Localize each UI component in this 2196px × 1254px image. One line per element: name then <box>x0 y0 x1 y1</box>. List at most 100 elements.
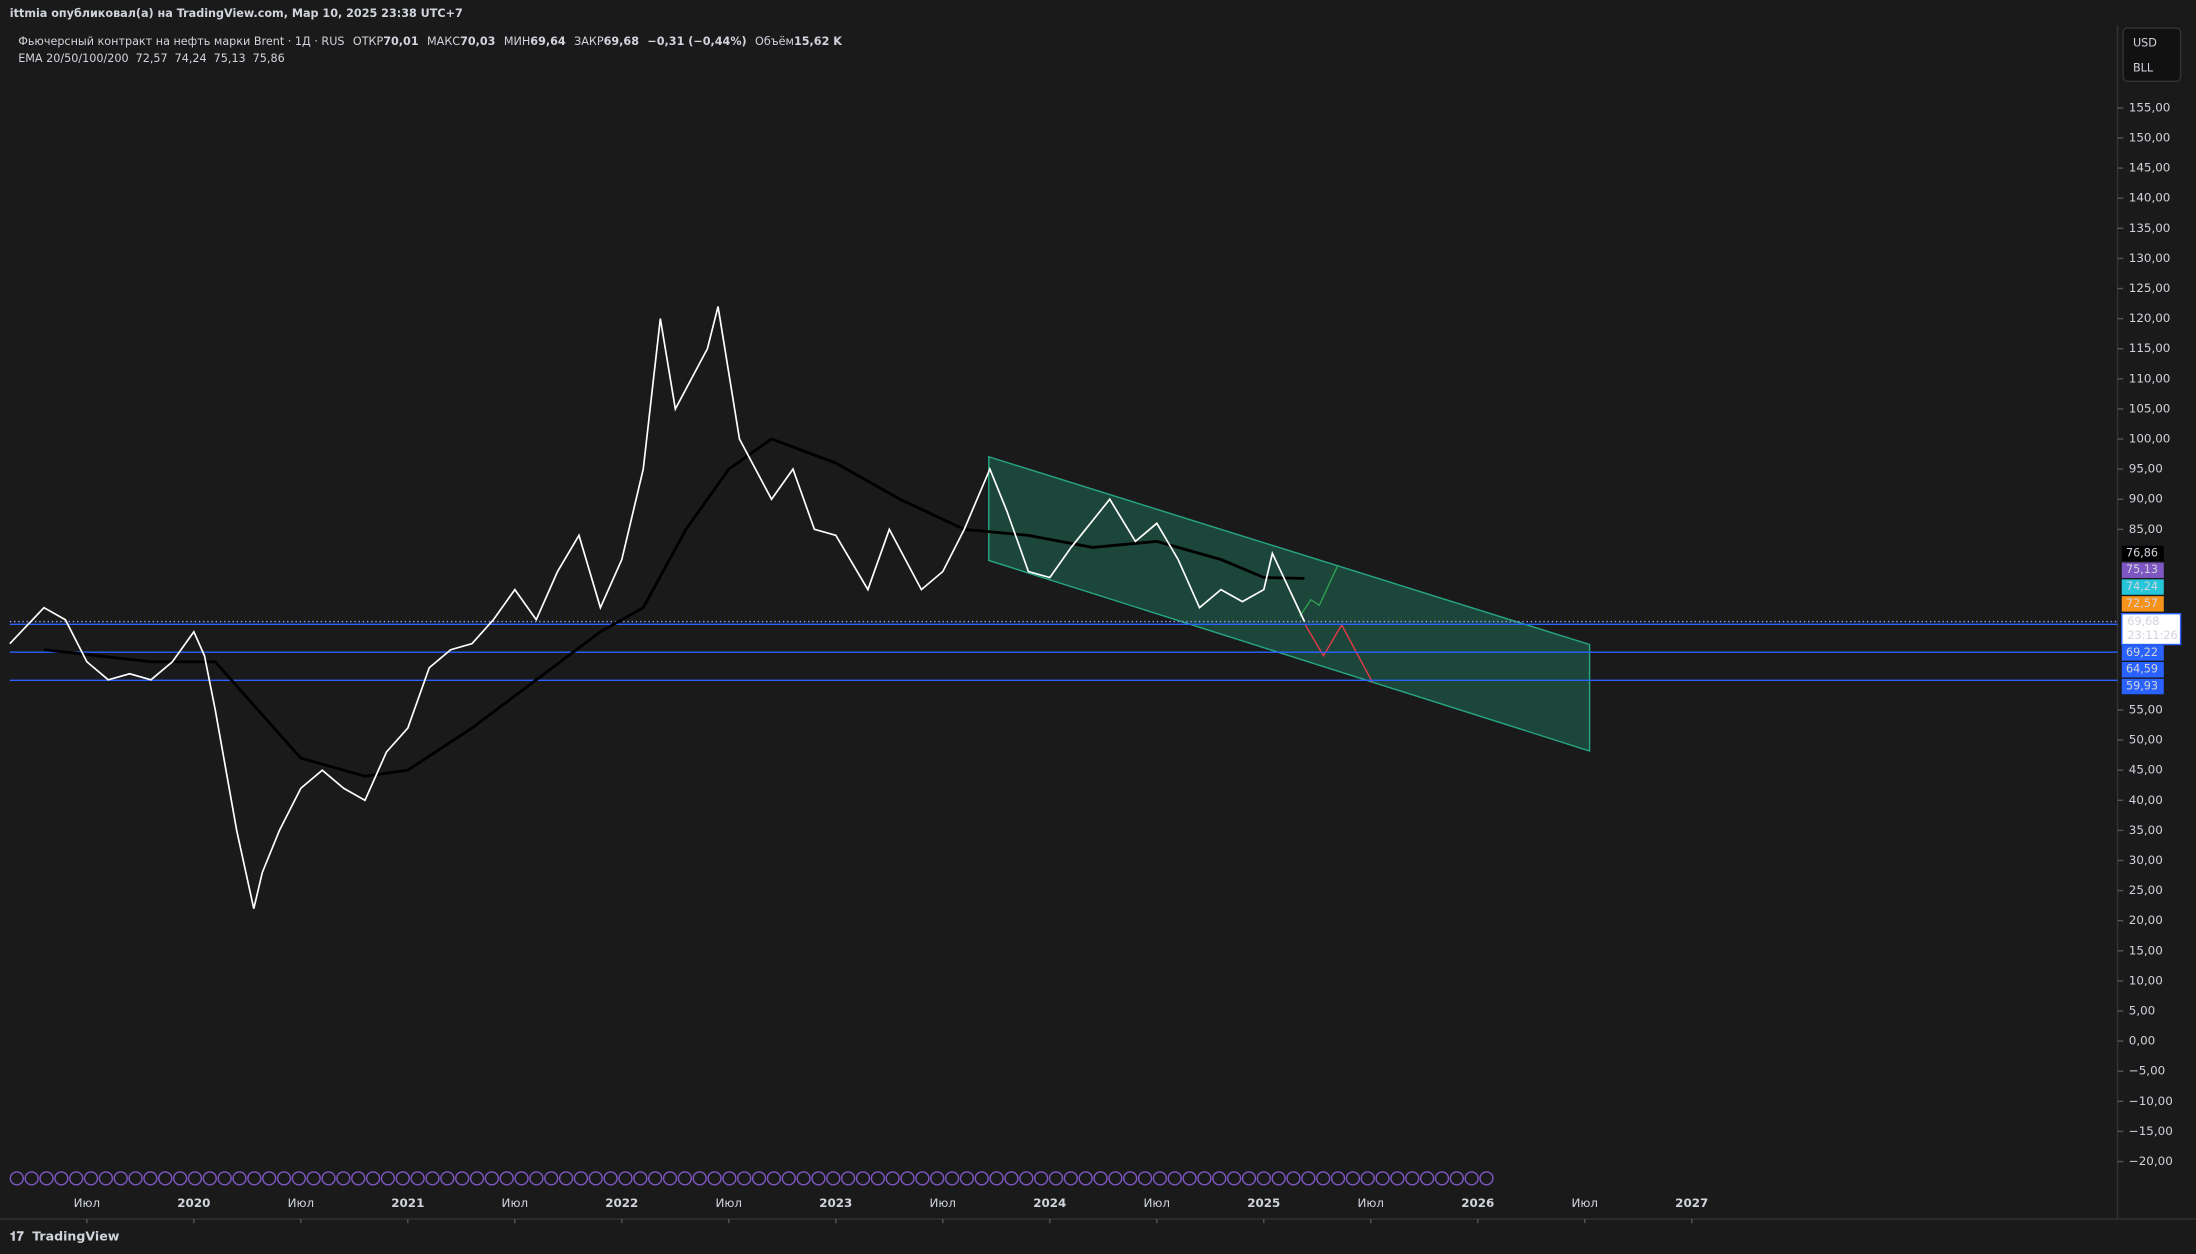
event-icon <box>1078 1171 1093 1186</box>
y-tick-label: −5,00 <box>2129 1064 2165 1078</box>
event-icon <box>440 1171 455 1186</box>
event-icon <box>9 1171 24 1186</box>
x-tick-label: Июл <box>502 1196 529 1210</box>
y-tick-label: 145,00 <box>2129 161 2171 175</box>
event-icon <box>870 1171 885 1186</box>
event-icon <box>484 1171 500 1186</box>
footer: TradingView <box>32 1229 120 1244</box>
x-tick-label: Июл <box>930 1196 957 1210</box>
event-icon <box>1360 1171 1375 1186</box>
event-icon <box>514 1171 529 1186</box>
level-label: 69,22 <box>2126 646 2158 659</box>
scale-badge-label: 74,24 <box>2126 580 2158 593</box>
x-tick-label: Июл <box>1144 1196 1171 1210</box>
event-icon <box>1063 1171 1078 1186</box>
event-icon <box>692 1171 707 1186</box>
scale-badge <box>2121 562 2164 578</box>
ohlc-label: МИН <box>504 35 530 48</box>
event-icon <box>930 1171 945 1186</box>
event-icon <box>1108 1171 1123 1186</box>
down-arrow[interactable] <box>1304 623 1374 683</box>
event-icon <box>1256 1171 1271 1186</box>
x-tick-label: 2023 <box>819 1196 852 1210</box>
event-icon <box>1464 1171 1479 1186</box>
ohlc-label: ЗАКР <box>574 35 604 48</box>
x-tick-label: 2021 <box>391 1196 424 1210</box>
event-icon <box>974 1171 989 1186</box>
event-icon <box>811 1171 826 1186</box>
scale-badge <box>2121 545 2164 562</box>
y-tick-label: 90,00 <box>2129 492 2163 506</box>
y-tick-label: 35,00 <box>2129 823 2163 837</box>
indicator: EMA 20/50/100/200 <box>18 52 128 65</box>
y-tick-label: 105,00 <box>2129 401 2171 415</box>
y-tick-label: 10,00 <box>2129 973 2163 987</box>
event-icon <box>989 1171 1004 1186</box>
y-tick-label: 155,00 <box>2129 100 2171 114</box>
event-icon <box>677 1171 692 1186</box>
publisher: ittmia опубликовал(а) на TradingView.com… <box>10 7 463 20</box>
level-label: 59,93 <box>2126 680 2158 693</box>
event-icon <box>1093 1171 1108 1186</box>
y-tick-label: 40,00 <box>2129 793 2163 807</box>
y-tick-label: 125,00 <box>2129 281 2171 295</box>
y-tick-label: −15,00 <box>2129 1124 2173 1138</box>
event-icon <box>826 1171 841 1186</box>
event-icon <box>959 1171 975 1186</box>
scale-badge-label: 76,86 <box>2126 546 2158 559</box>
y-tick-label: 135,00 <box>2129 221 2171 235</box>
event-icon <box>1226 1171 1242 1186</box>
volume: 15,62 K <box>794 35 843 48</box>
x-tick-label: 2024 <box>1033 1196 1066 1210</box>
x-tick-label: 2020 <box>177 1196 210 1210</box>
event-icon <box>722 1171 737 1186</box>
event-icon <box>529 1171 544 1186</box>
event-icon <box>395 1171 410 1186</box>
event-icon <box>113 1171 128 1186</box>
event-icon <box>232 1171 247 1186</box>
event-icon <box>98 1171 114 1186</box>
indicator-value: 72,57 <box>136 52 168 65</box>
y-tick-label: 130,00 <box>2129 251 2171 265</box>
x-tick-label: Июл <box>716 1196 743 1210</box>
x-tick-label: 2026 <box>1461 1196 1494 1210</box>
event-icon <box>781 1171 796 1186</box>
event-icon <box>217 1171 232 1186</box>
event-icon <box>336 1171 351 1186</box>
event-icon <box>1241 1171 1257 1186</box>
y-tick-label: 45,00 <box>2129 763 2163 777</box>
event-icon <box>262 1171 277 1186</box>
event-icon <box>1271 1171 1286 1186</box>
y-tick-label: 0,00 <box>2129 1034 2155 1048</box>
y-tick-label: 85,00 <box>2129 522 2163 536</box>
x-tick-label: 2027 <box>1675 1196 1708 1210</box>
event-icon <box>915 1171 930 1186</box>
event-icon <box>766 1171 782 1186</box>
event-icon <box>1167 1171 1182 1186</box>
event-icon <box>69 1171 84 1186</box>
event-icon <box>1048 1171 1064 1186</box>
ohlc-value: 70,01 <box>383 35 419 48</box>
event-icon <box>172 1171 188 1186</box>
event-icon <box>291 1171 307 1186</box>
currency-box[interactable] <box>2122 27 2182 82</box>
up-arrow[interactable] <box>1299 565 1339 617</box>
event-icon <box>83 1171 99 1186</box>
event-icon <box>1449 1171 1464 1186</box>
ohlc-label: ОТКР <box>353 35 384 48</box>
x-tick-label: Июл <box>1571 1196 1598 1210</box>
channel[interactable] <box>988 455 1591 752</box>
event-icon <box>1212 1171 1227 1186</box>
y-tick-label: 5,00 <box>2129 1004 2155 1018</box>
event-icon <box>900 1171 915 1186</box>
event-icon <box>1405 1171 1420 1186</box>
event-icon <box>885 1171 900 1186</box>
scale-badge-label: 75,13 <box>2126 563 2158 576</box>
event-icon <box>662 1171 678 1186</box>
event-icon <box>1316 1171 1331 1186</box>
ohlc: ОТКР 70,01 МАКС 70,03 МИН 69,64 ЗАКР 69,68 −0,31… <box>353 35 843 48</box>
currency: USD <box>2133 36 2157 49</box>
event-icon <box>618 1171 633 1186</box>
